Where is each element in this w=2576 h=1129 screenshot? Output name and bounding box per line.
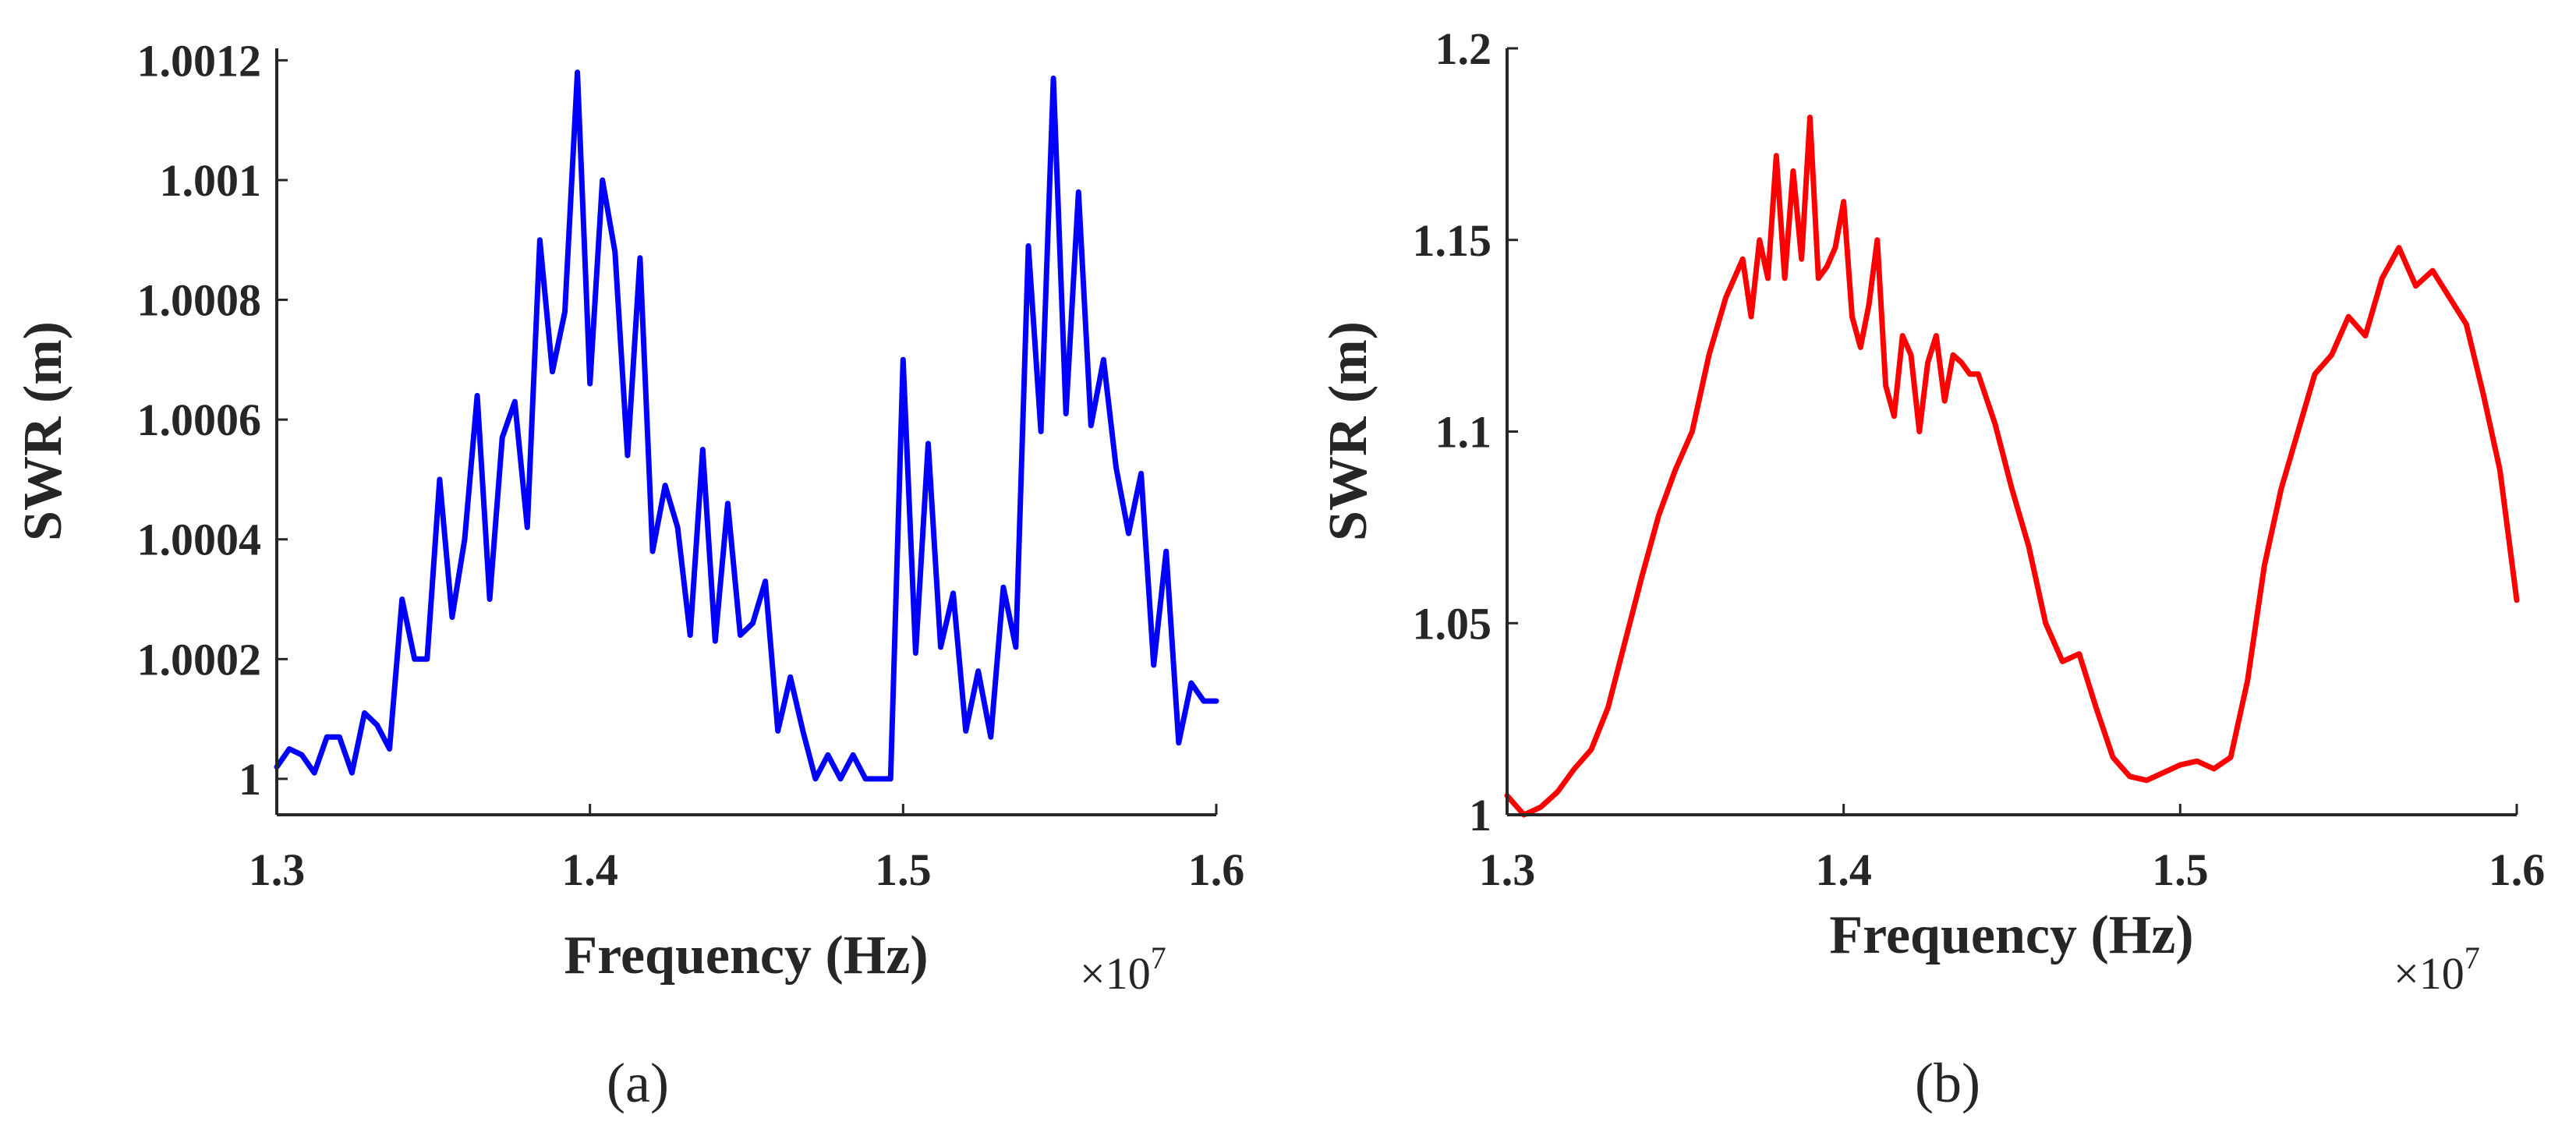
y-tick-label-a-2: 1.0004	[137, 515, 262, 565]
y-ticks-b: 1 1.05 1.1 1.15 1.2	[1413, 23, 1518, 841]
x-axis-label-a: Frequency (Hz)	[564, 925, 928, 986]
y-tick-label-b-4: 1.2	[1435, 23, 1492, 74]
series-layer-b	[1504, 115, 2520, 818]
x-tick-label-a-2: 1.5	[875, 844, 932, 895]
x-tick-label-b-0: 1.3	[1479, 844, 1536, 895]
y-axis-label-b: SWR (m)	[1318, 321, 1378, 541]
x-ticks-a: 1.3 1.4 1.5 1.6	[249, 804, 1245, 895]
x-multiplier-base-b: ×10	[2394, 948, 2465, 999]
y-tick-label-a-3: 1.0006	[137, 395, 262, 445]
x-tick-label-b-3: 1.6	[2489, 844, 2546, 895]
x-tick-label-b-2: 1.5	[2152, 844, 2209, 895]
panel-label-b: (b)	[1915, 1052, 1980, 1114]
x-axis-label-b: Frequency (Hz)	[1829, 905, 2193, 965]
y-tick-label-b-0: 1	[1469, 790, 1491, 841]
series-line-b-0	[1504, 115, 2520, 818]
series-layer-a	[274, 69, 1219, 782]
x-multiplier-exp-a: 7	[1151, 940, 1166, 975]
y-axis-label-a: SWR (m)	[13, 321, 73, 541]
x-tick-label-a-3: 1.6	[1188, 844, 1245, 895]
y-tick-label-b-2: 1.1	[1435, 407, 1492, 458]
y-tick-label-a-1: 1.0002	[137, 634, 262, 685]
x-tick-label-a-0: 1.3	[249, 844, 306, 895]
chart-panel-b: 1 1.05 1.1 1.15 1.2 1.3 1.4 1.5 1.6 Frequency (…	[1318, 23, 2545, 1114]
x-tick-label-b-1: 1.4	[1815, 844, 1872, 895]
y-ticks-a: 1 1.0002 1.0004 1.0006 1.0008 1.001 1.0012	[137, 35, 288, 805]
x-multiplier-exp-b: 7	[2465, 940, 2480, 975]
x-multiplier-b: ×107	[2394, 940, 2480, 999]
y-tick-label-a-4: 1.0008	[137, 275, 262, 326]
series-line-a-0	[274, 69, 1219, 782]
panel-label-a: (a)	[607, 1052, 669, 1114]
y-tick-label-a-6: 1.0012	[137, 35, 262, 86]
x-ticks-b: 1.3 1.4 1.5 1.6	[1479, 804, 2546, 895]
y-tick-label-a-0: 1	[239, 754, 261, 805]
y-tick-label-a-5: 1.001	[160, 155, 262, 206]
y-tick-label-b-3: 1.15	[1413, 215, 1492, 266]
y-tick-label-b-1: 1.05	[1413, 598, 1492, 649]
x-multiplier-base-a: ×10	[1080, 948, 1151, 999]
x-tick-label-a-1: 1.4	[561, 844, 618, 895]
chart-panel-a: 1 1.0002 1.0004 1.0006 1.0008 1.001 1.0012 1.3…	[13, 35, 1244, 1114]
x-multiplier-a: ×107	[1080, 940, 1166, 999]
